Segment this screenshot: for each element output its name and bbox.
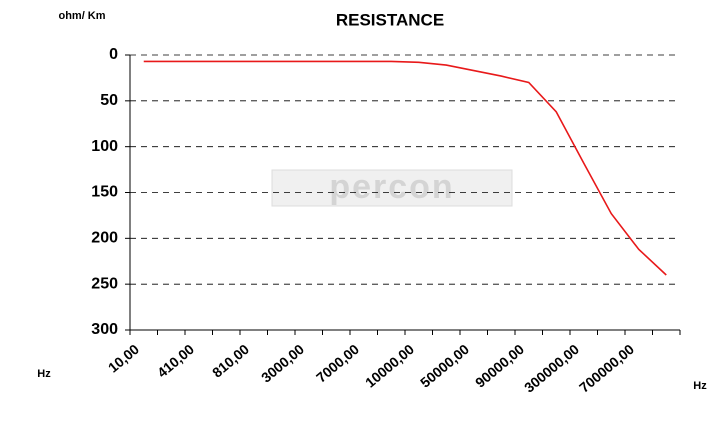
y-tick-label: 50 xyxy=(100,92,118,109)
x-tick-label: 410,00 xyxy=(154,341,197,381)
x-tick-label: 50000,00 xyxy=(417,341,472,391)
chart-title: RESISTANCE xyxy=(336,10,444,29)
y-axis-label: ohm/ Km xyxy=(58,10,105,22)
annotation: Hz xyxy=(37,368,51,380)
y-tick-label: 200 xyxy=(91,230,118,247)
x-tick-label: 90000,00 xyxy=(472,341,527,391)
x-tick-label: 700000,00 xyxy=(576,341,637,396)
x-tick-label: 10,00 xyxy=(105,341,142,376)
x-tick-label: 300000,00 xyxy=(521,341,582,396)
y-tick-label: 100 xyxy=(91,138,118,155)
y-tick-label: 150 xyxy=(91,184,118,201)
x-tick-label: 810,00 xyxy=(209,341,252,381)
y-tick-label: 0 xyxy=(109,46,118,63)
watermark: percon xyxy=(329,168,454,206)
watermark-box xyxy=(271,169,513,207)
x-tick-label: 7000,00 xyxy=(313,341,362,386)
data-line xyxy=(143,60,667,276)
x-tick-label: 10000,00 xyxy=(362,341,417,391)
x-axis-label: Hz xyxy=(693,380,707,392)
x-tick-label: 3000,00 xyxy=(258,341,307,386)
y-tick-label: 300 xyxy=(91,321,118,338)
y-tick-label: 250 xyxy=(91,275,118,292)
